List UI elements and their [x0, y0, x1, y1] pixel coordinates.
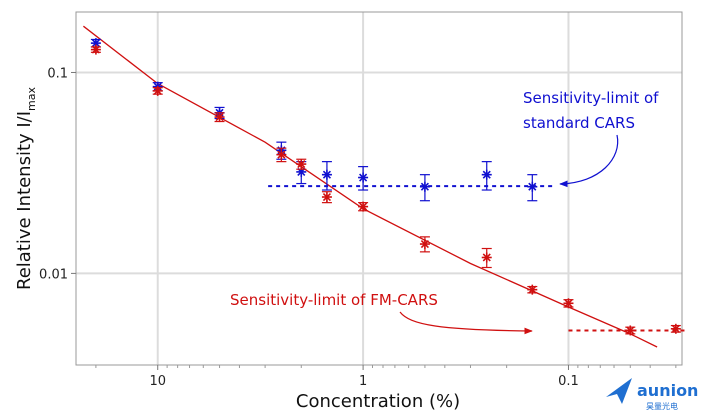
x-tick-label: 10 — [149, 374, 166, 389]
marker-stroke — [564, 299, 573, 308]
data-point — [419, 236, 430, 253]
annotation-standard-cars-line2: standard CARS — [523, 114, 635, 132]
data-point — [276, 147, 287, 163]
x-tick-label: 0.1 — [558, 374, 579, 389]
marker-stroke — [322, 170, 331, 179]
marker-stroke — [297, 160, 306, 169]
data-point — [527, 284, 538, 295]
logo-name: aunion — [637, 381, 698, 400]
data-point — [625, 325, 636, 336]
fit-curve — [83, 25, 658, 348]
y-tick-label: 0.01 — [39, 267, 68, 282]
logo: aunion 昊量光电 — [606, 378, 698, 411]
data-point — [358, 166, 369, 191]
marker-stroke — [359, 173, 368, 182]
marker-stroke — [420, 182, 429, 191]
arrow-fm-cars — [399, 311, 533, 335]
data-point — [358, 201, 369, 212]
marker-stroke — [528, 182, 537, 191]
annotation-fm-cars: Sensitivity-limit of FM-CARS — [230, 291, 438, 309]
data-point — [296, 158, 307, 170]
data-point — [481, 161, 492, 191]
marker-stroke — [528, 285, 537, 294]
y-axis-title-main: Relative Intensity I/I — [14, 111, 35, 290]
data-point — [321, 161, 332, 191]
annotations: Sensitivity-limit of standard CARS Sensiti… — [230, 89, 659, 335]
marker-stroke — [420, 239, 429, 249]
data-point — [152, 85, 163, 96]
data-point — [214, 112, 225, 123]
data-point — [563, 298, 574, 309]
data-point — [670, 323, 681, 334]
axis-ticks: 10 1 0.1 0.1 0.01 — [39, 66, 677, 389]
marker-stroke — [153, 86, 162, 95]
data-point — [527, 174, 538, 202]
marker-stroke — [277, 150, 286, 159]
arrow-standard-cars — [559, 134, 619, 188]
data-point — [90, 44, 101, 55]
series-points — [90, 38, 681, 336]
marker-stroke — [91, 45, 100, 54]
x-axis-title: Concentration (%) — [296, 391, 460, 412]
logo-mark-icon — [606, 378, 632, 404]
marker-stroke — [626, 326, 635, 335]
x-tick-label: 1 — [359, 374, 367, 389]
marker-stroke — [91, 39, 100, 48]
marker-stroke — [215, 112, 224, 122]
data-point — [321, 191, 332, 204]
marker-stroke — [482, 253, 491, 262]
y-tick-label: 0.1 — [47, 66, 68, 81]
annotation-standard-cars-line1: Sensitivity-limit of — [523, 89, 659, 107]
y-axis-title-sub: max — [25, 86, 38, 110]
y-axis-title: Relative Intensity I/Imax — [14, 86, 38, 290]
fit-line — [83, 25, 658, 348]
data-point — [481, 247, 492, 269]
marker-stroke — [359, 202, 368, 211]
marker-stroke — [671, 324, 680, 333]
marker-stroke — [482, 170, 491, 179]
logo-subtitle: 昊量光电 — [646, 401, 678, 411]
marker-stroke — [322, 192, 331, 202]
plot-frame — [75, 11, 683, 366]
grid-lines — [76, 12, 682, 365]
data-point — [419, 174, 430, 202]
